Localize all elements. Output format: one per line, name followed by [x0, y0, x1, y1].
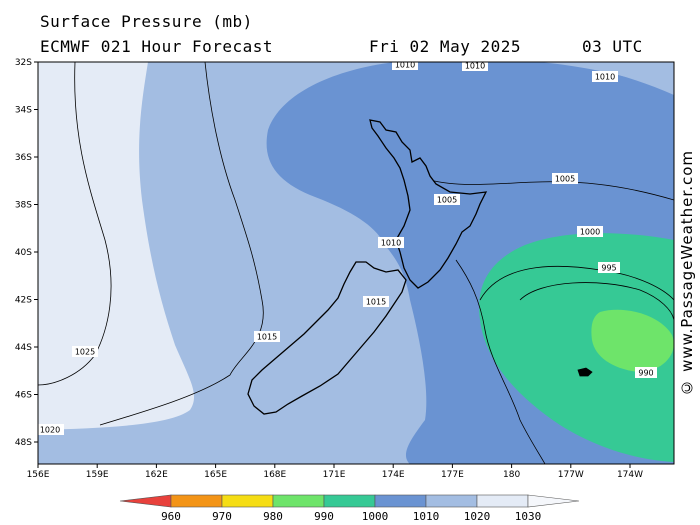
- svg-text:1010: 1010: [595, 73, 615, 82]
- longitude-axis: 156E 159E 162E 165E 168E 171E 174E 177E 180 177W 1…: [27, 464, 643, 480]
- longitude-label: 174E: [382, 470, 405, 480]
- longitude-label: 171E: [323, 470, 346, 480]
- forecast-time: 03 UTC: [582, 37, 643, 56]
- longitude-label: 162E: [145, 470, 168, 480]
- isobar-label: 1000: [577, 226, 603, 237]
- isobar-992: [519, 282, 674, 321]
- map-title: Surface Pressure (mb): [40, 12, 253, 31]
- legend-value: 1010: [413, 510, 440, 523]
- latitude-label: 46S: [15, 391, 32, 401]
- legend-value: 1030: [515, 510, 542, 523]
- legend-swatch: [323, 494, 376, 508]
- legend-swatch: [119, 494, 172, 508]
- legend-value: 990: [314, 510, 334, 523]
- legend-swatch: [374, 494, 427, 508]
- legend-swatch: [272, 494, 325, 508]
- isobar-label: 1020: [38, 424, 64, 435]
- svg-text:1025: 1025: [75, 348, 95, 357]
- longitude-label: 165E: [204, 470, 227, 480]
- isobar-1005-south: [455, 259, 546, 464]
- latitude-label: 36S: [15, 153, 32, 163]
- pressure-legend: 960 970 980 990 1000 1010 1020 1030: [119, 494, 580, 523]
- pressure-zone-1010-1020-north: [540, 62, 674, 92]
- svg-text:1010: 1010: [395, 61, 415, 70]
- pressure-zone-above-1020: [38, 62, 195, 430]
- isobar-label: 1010: [392, 59, 418, 70]
- isobar-label: 995: [598, 262, 620, 273]
- longitude-label: 177W: [558, 470, 584, 480]
- isobar-label: 990: [635, 367, 657, 378]
- longitude-label: 177E: [441, 470, 464, 480]
- longitude-label: 180: [503, 470, 520, 480]
- isobar-label: 1010: [378, 237, 404, 248]
- isobar-label: 1005: [552, 173, 578, 184]
- legend-swatch: [221, 494, 274, 508]
- svg-text:1015: 1015: [257, 333, 277, 342]
- latitude-axis: 32S 34S 36S 38S 40S 42S 44S 46S 48S: [15, 58, 38, 448]
- legend-swatch: [476, 494, 529, 508]
- model-forecast-line: ECMWF 021 Hour Forecast: [40, 37, 274, 56]
- chatham-island: [577, 367, 593, 377]
- legend-value: 970: [212, 510, 232, 523]
- legend-value: 1000: [362, 510, 389, 523]
- svg-text:990: 990: [638, 369, 653, 378]
- longitude-label: 168E: [263, 470, 286, 480]
- legend-swatch: [170, 494, 223, 508]
- legend-value: 960: [161, 510, 181, 523]
- legend-swatch: [425, 494, 478, 508]
- longitude-label: 156E: [27, 470, 50, 480]
- latitude-label: 48S: [15, 438, 32, 448]
- isobar-label: 1010: [462, 60, 488, 71]
- svg-text:1020: 1020: [40, 426, 60, 435]
- latitude-label: 32S: [15, 58, 32, 68]
- latitude-label: 44S: [15, 343, 32, 353]
- isobar-label: 1010: [592, 71, 618, 82]
- svg-text:1000: 1000: [580, 228, 600, 237]
- isobar-label: 1015: [363, 296, 389, 307]
- svg-text:1005: 1005: [437, 196, 457, 205]
- svg-text:1015: 1015: [366, 298, 386, 307]
- site-credit: © www.PassageWeather.com: [678, 150, 696, 397]
- svg-text:1010: 1010: [465, 62, 485, 71]
- latitude-label: 34S: [15, 106, 32, 116]
- isobar-label: 1005: [434, 194, 460, 205]
- pressure-zone-below-990: [591, 309, 674, 372]
- isobar-labels: 1010 1010 1010 1005 1005 1010 1000 995 1…: [38, 59, 657, 435]
- isobar-label: 1025: [72, 346, 98, 357]
- svg-text:1010: 1010: [381, 239, 401, 248]
- isobar-1025: [38, 62, 112, 386]
- longitude-label: 159E: [86, 470, 109, 480]
- isobar-1015-west: [99, 62, 264, 426]
- legend-swatch: [527, 494, 580, 508]
- legend-value: 1020: [464, 510, 491, 523]
- map-frame: [37, 61, 675, 465]
- forecast-date: Fri 02 May 2025: [369, 37, 521, 56]
- latitude-label: 40S: [15, 248, 32, 258]
- svg-text:995: 995: [601, 264, 616, 273]
- longitude-label: 174W: [617, 470, 643, 480]
- isobar-label: 1015: [254, 331, 280, 342]
- legend-value: 980: [263, 510, 283, 523]
- pressure-zone-990-1000: [479, 233, 674, 462]
- latitude-label: 42S: [15, 296, 32, 306]
- svg-text:1005: 1005: [555, 175, 575, 184]
- latitude-label: 38S: [15, 201, 32, 211]
